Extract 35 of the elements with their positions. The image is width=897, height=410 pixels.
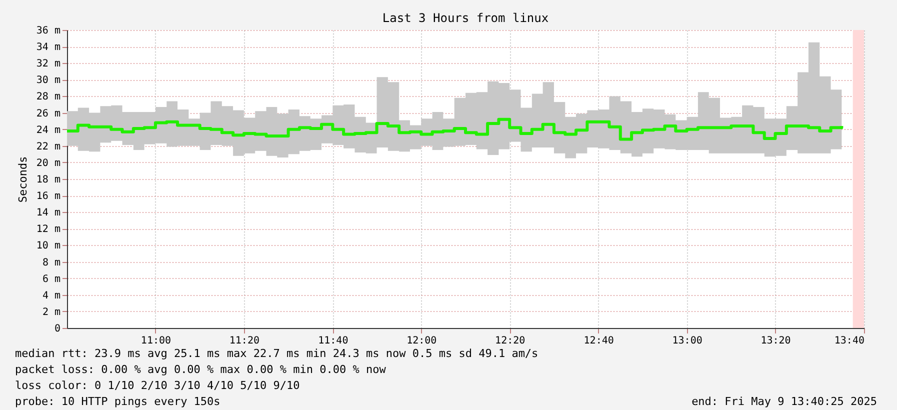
x-tick-label: 12:20 <box>495 336 526 346</box>
text: end: Fri May 9 13:40:25 2025 <box>692 395 877 408</box>
y-tick-label: 18 m <box>36 174 60 186</box>
y-tick-label: 6 m <box>42 274 60 285</box>
text: probe: 10 HTTP pings every 150s <box>15 395 220 408</box>
x-tick-label: 12:40 <box>584 336 614 346</box>
y-tick-label: 22 m <box>36 141 60 152</box>
y-tick-label: 2 m <box>42 306 60 318</box>
x-tick-label: 12:00 <box>406 336 437 346</box>
y-tick-label: 10 m <box>36 240 60 252</box>
text: median rtt: 23.9 ms avg 25.1 ms max 22.7 ms min 24.3 ms now 0.5 ms sd 49.1 am/s <box>15 347 538 360</box>
y-tick-label: 24 m <box>36 124 60 136</box>
y-tick-label: 26 m <box>36 108 60 120</box>
chart-title: Last 3 Hours from linux <box>382 11 549 25</box>
y-tick-label: 30 m <box>36 75 60 86</box>
y-tick-label: 32 m <box>36 58 60 70</box>
y-tick-label: 12 m <box>36 224 60 236</box>
y-tick-label: 16 m <box>36 191 60 202</box>
y-axis-title: Seconds <box>16 156 30 203</box>
y-tick-label: 0 <box>54 324 60 334</box>
text: loss color: 0 1/10 2/10 3/10 4/10 5/10 9/10 <box>15 379 300 392</box>
y-tick-label: 20 m <box>36 158 60 169</box>
y-tick-label: 4 m <box>42 290 60 302</box>
x-tick-label: 13:40 <box>834 336 864 346</box>
y-tick-label: 14 m <box>36 208 60 219</box>
text: packet loss: 0.00 % avg 0.00 % max 0.00 % min 0.00 % now <box>15 363 386 376</box>
y-tick-label: 8 m <box>42 257 60 268</box>
y-tick-label: 36 m <box>36 26 60 36</box>
x-tick-label: 11:00 <box>140 336 172 346</box>
y-tick-label: 34 m <box>36 42 60 54</box>
x-tick-label: 13:20 <box>760 336 791 346</box>
x-tick-label: 11:20 <box>229 336 260 346</box>
y-tick-label: 28 m <box>36 92 60 103</box>
x-tick-label: 13:00 <box>672 336 702 346</box>
x-tick-label: 11:40 <box>318 336 348 346</box>
